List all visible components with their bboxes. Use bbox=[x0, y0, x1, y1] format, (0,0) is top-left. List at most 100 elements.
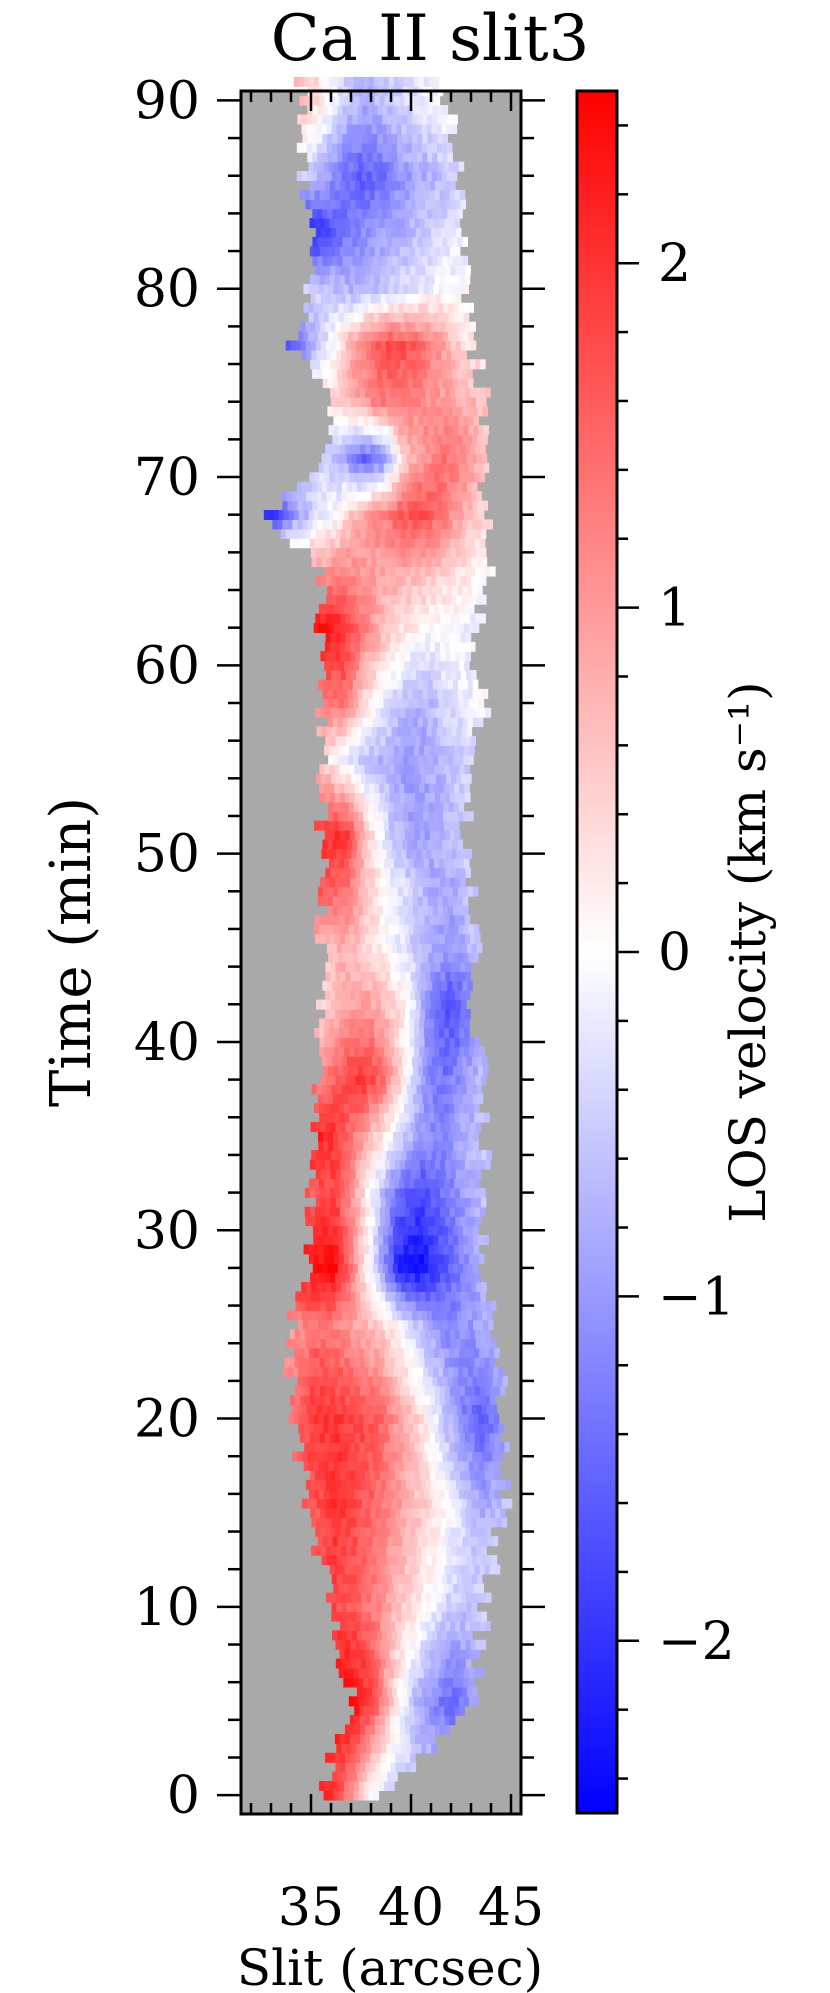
heatmap-cell bbox=[338, 1140, 344, 1151]
heatmap-cell bbox=[426, 594, 432, 605]
heatmap-cell bbox=[322, 500, 328, 511]
heatmap-cell bbox=[473, 1423, 479, 1434]
heatmap-cell bbox=[323, 1131, 329, 1142]
heatmap-cell bbox=[446, 670, 452, 680]
heatmap-cell bbox=[380, 566, 386, 577]
heatmap-cell bbox=[343, 604, 350, 615]
heatmap-cell bbox=[449, 1357, 456, 1368]
heatmap-cell bbox=[405, 1658, 412, 1669]
heatmap-cell bbox=[440, 1169, 447, 1180]
heatmap-cell bbox=[418, 462, 425, 473]
heatmap-cell bbox=[308, 1460, 315, 1471]
heatmap-cell bbox=[457, 406, 463, 417]
heatmap-cell bbox=[316, 1084, 323, 1095]
heatmap-cell bbox=[343, 1065, 349, 1076]
heatmap-cell bbox=[340, 566, 346, 577]
heatmap-cell bbox=[395, 1762, 402, 1773]
heatmap-cell bbox=[366, 726, 373, 737]
heatmap-cell bbox=[353, 754, 359, 765]
heatmap-cell bbox=[406, 1404, 413, 1415]
heatmap-cell bbox=[455, 961, 461, 972]
heatmap-cell bbox=[348, 811, 354, 822]
heatmap-cell bbox=[454, 990, 461, 1001]
heatmap-cell bbox=[454, 641, 461, 652]
heatmap-cell bbox=[385, 1752, 391, 1763]
heatmap-cell bbox=[427, 896, 434, 906]
heatmap-cell bbox=[398, 1413, 405, 1424]
heatmap-cell bbox=[323, 510, 330, 520]
heatmap-cell bbox=[413, 623, 420, 633]
heatmap-cell bbox=[319, 1112, 325, 1123]
heatmap-cell bbox=[434, 1357, 441, 1368]
heatmap-cell bbox=[332, 1263, 339, 1274]
heatmap-cell bbox=[333, 425, 340, 436]
heatmap-cell bbox=[457, 905, 464, 916]
heatmap-cell bbox=[434, 1564, 441, 1575]
heatmap-cell bbox=[428, 754, 434, 765]
heatmap-cell bbox=[407, 717, 414, 728]
heatmap-cell bbox=[425, 1291, 431, 1302]
heatmap-cell bbox=[449, 1103, 455, 1114]
heatmap-cell bbox=[369, 472, 375, 483]
heatmap-cell bbox=[445, 877, 451, 888]
heatmap-cell bbox=[406, 557, 413, 568]
heatmap-cell bbox=[418, 811, 424, 822]
heatmap-cell bbox=[403, 623, 410, 633]
heatmap-cell bbox=[411, 481, 418, 492]
heatmap-cell bbox=[439, 538, 446, 549]
heatmap-cell bbox=[395, 613, 401, 624]
heatmap-cell bbox=[410, 359, 416, 370]
heatmap-cell bbox=[452, 1093, 459, 1104]
heatmap-cell bbox=[371, 491, 377, 502]
heatmap-cell bbox=[464, 1357, 471, 1368]
heatmap-cell bbox=[382, 905, 389, 916]
heatmap-cell bbox=[453, 1319, 459, 1330]
heatmap-cell bbox=[371, 848, 377, 859]
heatmap-cell bbox=[434, 1470, 441, 1481]
heatmap-cell bbox=[296, 491, 302, 502]
heatmap-cell bbox=[385, 735, 391, 746]
heatmap-cell bbox=[392, 688, 399, 699]
heatmap-cell bbox=[478, 1253, 485, 1264]
heatmap-cell bbox=[444, 1564, 451, 1575]
heatmap-cell bbox=[348, 924, 355, 935]
heatmap-cell bbox=[383, 1668, 390, 1679]
heatmap-cell bbox=[325, 867, 331, 878]
heatmap-cell bbox=[458, 1319, 464, 1330]
heatmap-cell bbox=[407, 688, 414, 699]
heatmap-cell bbox=[385, 1300, 392, 1311]
heatmap-cell bbox=[408, 1696, 415, 1707]
heatmap-cell bbox=[382, 688, 389, 699]
heatmap-cell bbox=[463, 425, 470, 436]
heatmap-cell bbox=[395, 1300, 402, 1311]
heatmap-cell bbox=[319, 1103, 325, 1114]
heatmap-cell bbox=[349, 1781, 355, 1791]
heatmap-cell bbox=[484, 1432, 491, 1443]
heatmap-cell bbox=[470, 1291, 476, 1302]
heatmap-cell bbox=[479, 1395, 486, 1405]
heatmap-cell bbox=[361, 773, 367, 784]
heatmap-cell bbox=[415, 971, 421, 982]
heatmap-cell bbox=[419, 538, 426, 549]
heatmap-cell bbox=[411, 594, 417, 605]
heatmap-cell bbox=[386, 1611, 392, 1622]
heatmap-cell bbox=[334, 1178, 340, 1189]
heatmap-cell bbox=[346, 999, 352, 1010]
heatmap-cell bbox=[415, 547, 422, 558]
heatmap-cell bbox=[376, 773, 382, 784]
heatmap-cell bbox=[340, 1479, 347, 1490]
heatmap-cell bbox=[299, 1329, 306, 1340]
heatmap-cell bbox=[379, 1649, 386, 1660]
heatmap-cell bbox=[401, 773, 407, 784]
heatmap-cell bbox=[458, 1423, 464, 1434]
heatmap-cell bbox=[337, 1771, 343, 1782]
heatmap-cell bbox=[449, 1046, 455, 1057]
heatmap-cell bbox=[439, 641, 446, 652]
heatmap-cell bbox=[385, 961, 391, 972]
heatmap-cell bbox=[355, 735, 361, 746]
heatmap-cell bbox=[433, 1696, 440, 1707]
heatmap-cell bbox=[342, 1376, 349, 1387]
heatmap-cell bbox=[330, 1197, 337, 1208]
heatmap-cell bbox=[473, 425, 480, 436]
heatmap-cell bbox=[356, 1611, 362, 1622]
